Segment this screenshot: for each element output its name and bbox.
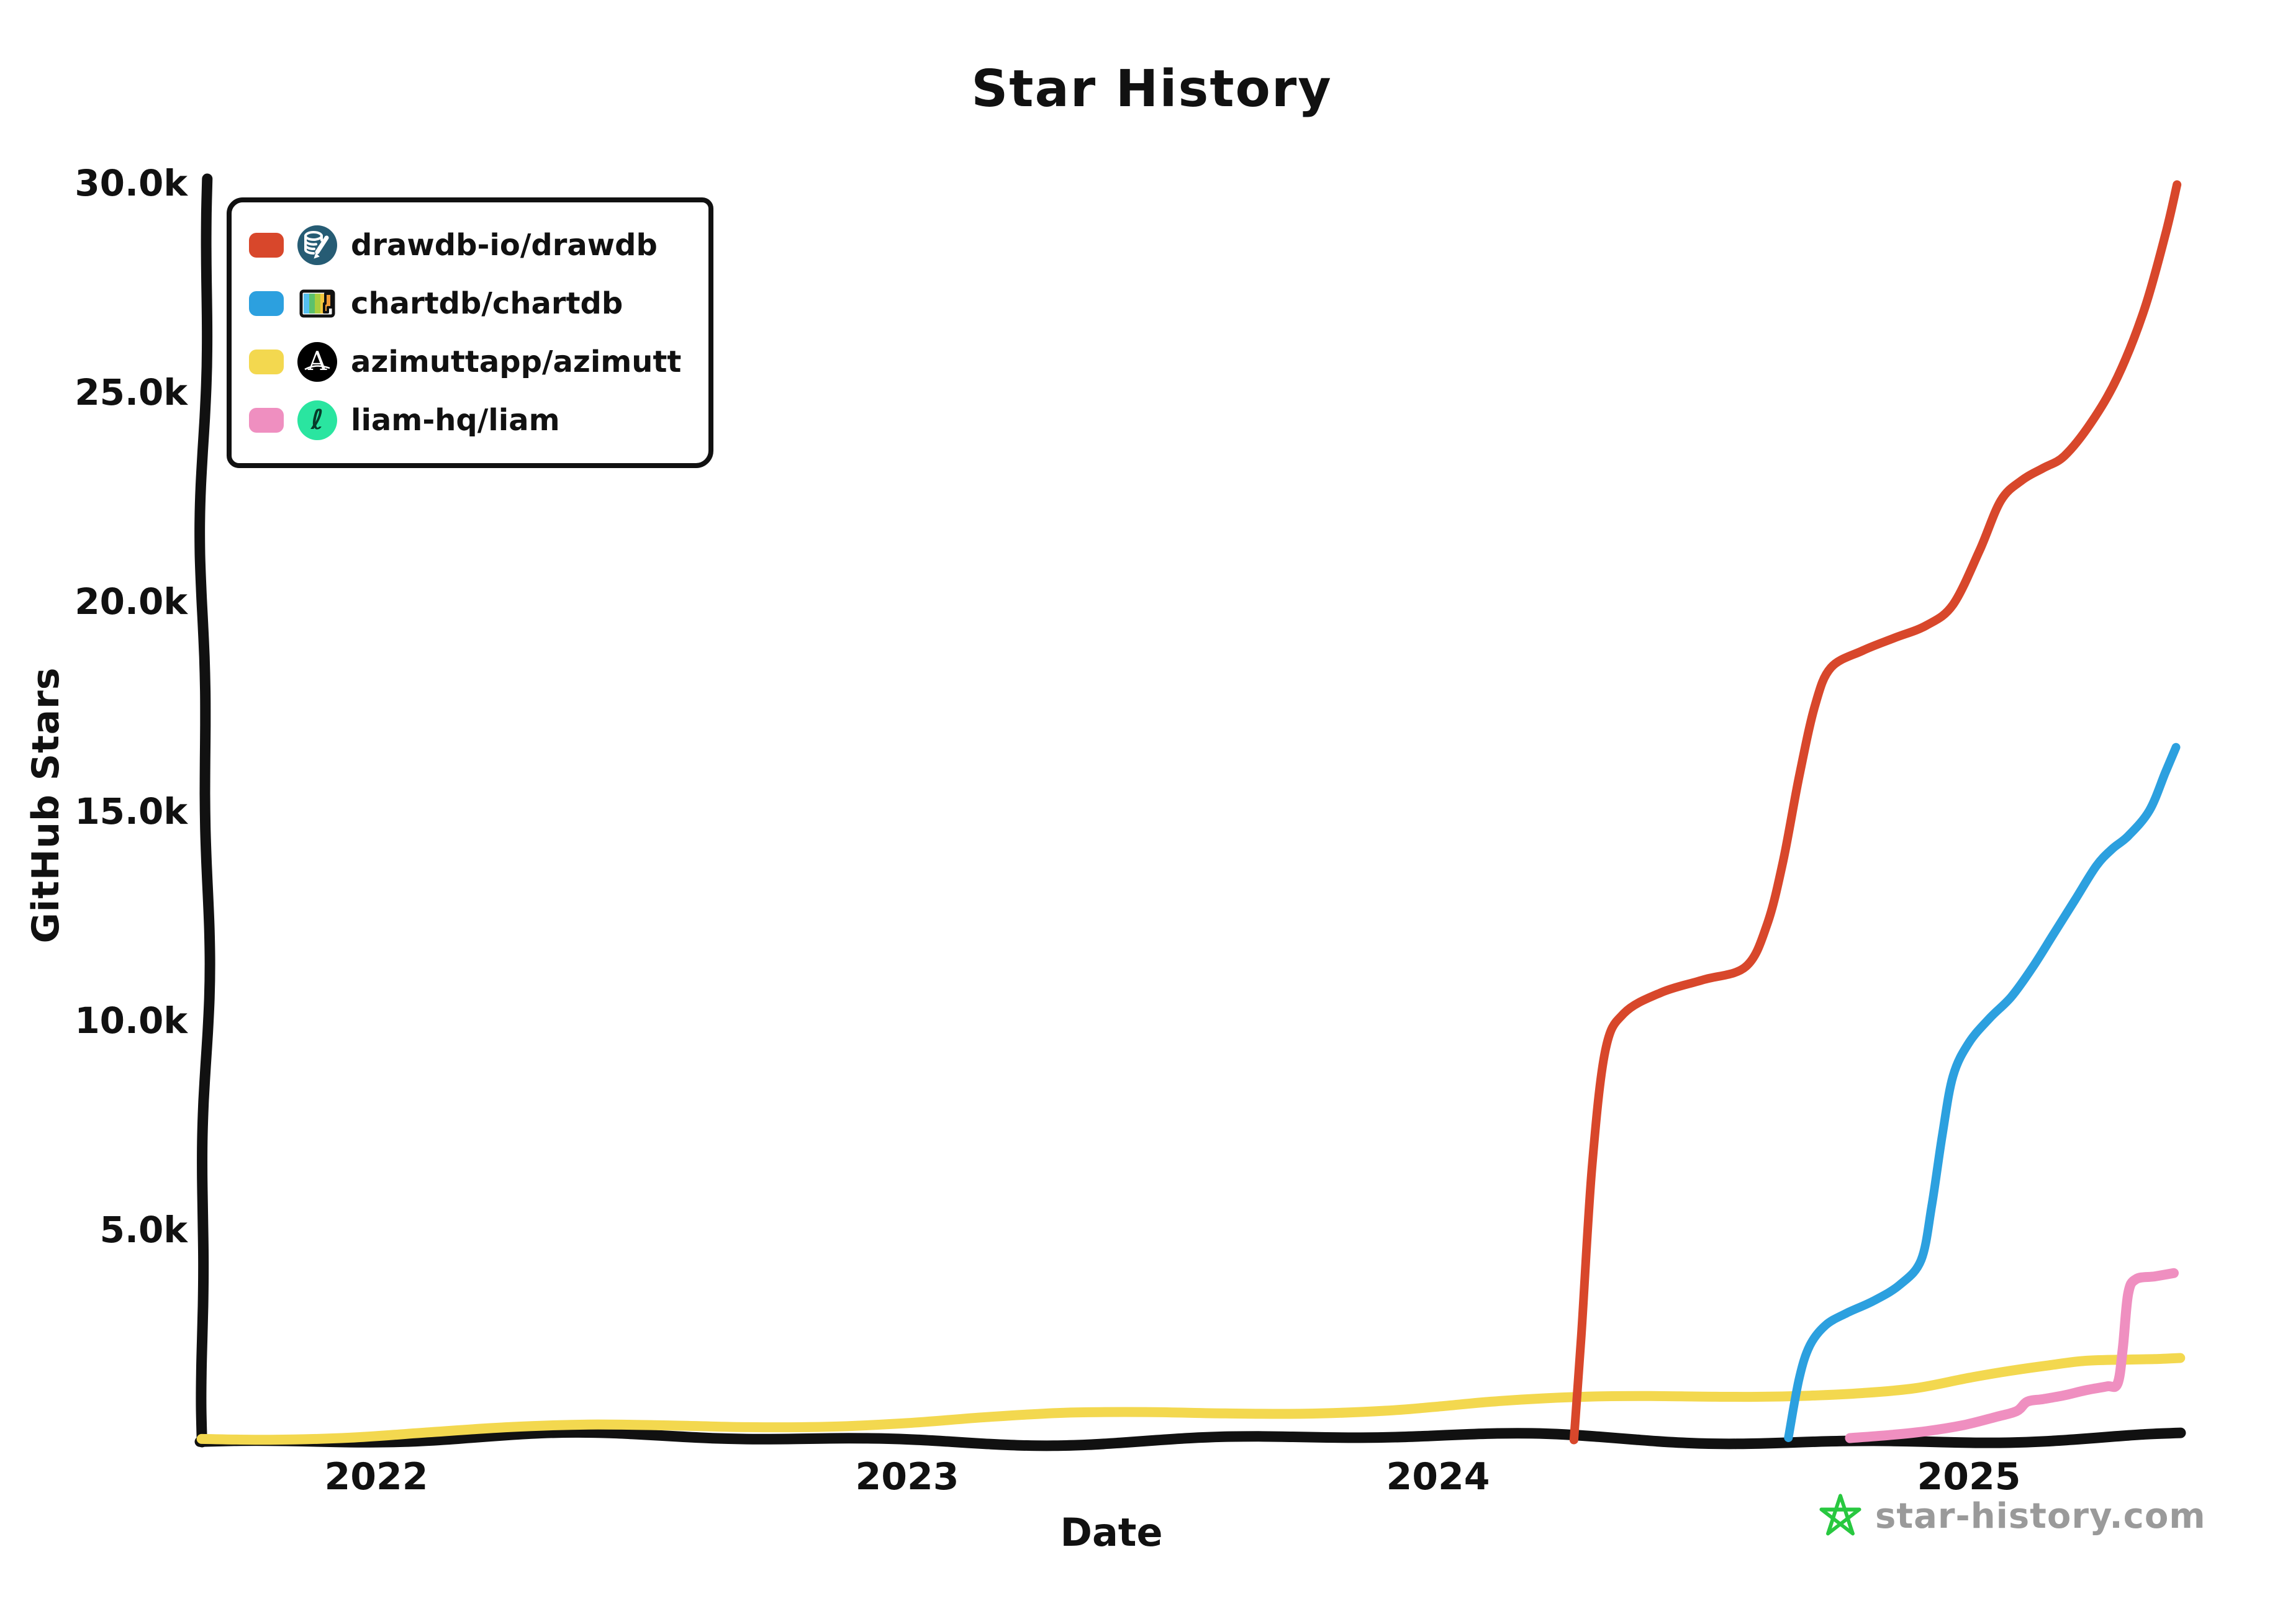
series-line-drawdb [1569,180,2182,1445]
y-tick-label: 5.0k [99,1208,188,1251]
chartdb-color-swatch [249,291,284,316]
series-line-azimutt [196,1353,2186,1445]
liam-letter: ℓ [310,404,324,436]
drawdb-color-swatch [249,233,284,258]
y-tick-label: 25.0k [75,371,188,414]
x-tick-label: 2023 [855,1455,959,1499]
series-line-liam [1845,1268,2179,1443]
database-pencil-icon [297,225,337,265]
x-tick-label: 2024 [1386,1455,1490,1499]
y-tick-label: 10.0k [75,999,188,1042]
azimutt-letter: A [307,346,327,376]
legend-label: drawdb-io/drawdb [351,228,658,263]
star-icon [1819,1494,1861,1536]
y-tick-label: 15.0k [75,790,188,832]
y-axis-line [194,173,215,1448]
x-tick-label: 2022 [324,1455,428,1499]
legend-label: azimuttapp/azimutt [351,345,682,379]
site-label: star-history.com [1875,1495,2206,1536]
liam-color-swatch [249,408,284,433]
legend-label: chartdb/chartdb [351,286,623,321]
watermark: star-history.com [1817,1492,2206,1540]
chart-title: Star History [971,60,1332,119]
letter-a-icon: A [297,342,337,382]
legend: drawdb-io/drawdb chartdb/chartdb A [227,197,713,468]
azimutt-color-swatch [249,350,284,374]
x-axis-title: Date [1060,1510,1163,1555]
y-tick-label: 20.0k [75,580,188,623]
y-tick-label: 30.0k [75,162,188,204]
script-l-icon: ℓ [297,400,337,440]
legend-item-azimutt: A azimuttapp/azimutt [249,340,691,384]
legend-item-liam: ℓ liam-hq/liam [249,399,691,442]
series-line-chartdb [1784,742,2181,1442]
striped-elephant-icon [299,289,335,318]
legend-item-chartdb: chartdb/chartdb [249,282,691,325]
legend-item-drawdb: drawdb-io/drawdb [249,223,691,267]
legend-label: liam-hq/liam [351,403,560,438]
x-tick-label: 2025 [1917,1455,2021,1499]
